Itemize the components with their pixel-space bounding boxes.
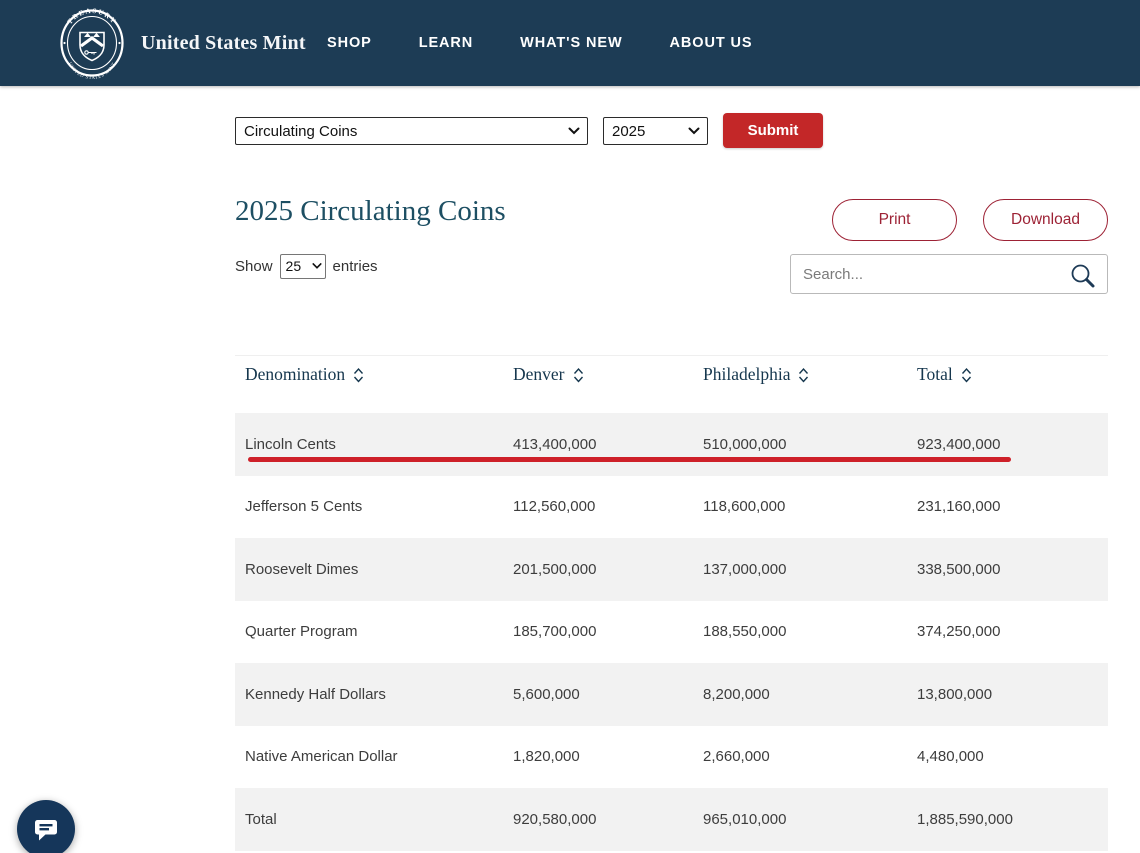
sort-icon <box>573 367 583 383</box>
table-row-lincoln-cents[interactable]: Lincoln Cents 413,400,000 510,000,000 92… <box>235 413 1108 476</box>
table-search <box>790 254 1108 294</box>
cell-denver: 201,500,000 <box>513 560 597 578</box>
cell-total: 338,500,000 <box>917 560 1001 578</box>
table-row-total: Total 920,580,000 965,010,000 1,885,590,… <box>235 788 1108 851</box>
cell-denver: 5,600,000 <box>513 685 580 703</box>
cell-denomination: Jefferson 5 Cents <box>245 498 363 516</box>
nav-item-about-us[interactable]: ABOUT US <box>669 35 753 51</box>
svg-text:UNITED STATES MINT: UNITED STATES MINT <box>68 61 117 79</box>
column-header-philadelphia[interactable]: Philadelphia <box>703 364 917 413</box>
cell-philadelphia: 965,010,000 <box>703 810 787 828</box>
cell-denver: 112,560,000 <box>513 498 596 516</box>
cell-total: 4,480,000 <box>917 748 984 766</box>
treasury-seal-logo[interactable]: TREASURY UNITED STATES MINT <box>58 7 126 79</box>
sort-icon <box>799 367 809 383</box>
nav-item-learn[interactable]: LEARN <box>418 35 474 51</box>
chat-button[interactable] <box>17 800 75 853</box>
sort-icon <box>961 367 971 383</box>
download-button[interactable]: Download <box>983 199 1108 241</box>
cell-denver: 920,580,000 <box>513 810 597 828</box>
cell-total: 1,885,590,000 <box>917 810 1013 828</box>
table-row-kennedy-half-dollars[interactable]: Kennedy Half Dollars 5,600,000 8,200,000… <box>235 663 1108 726</box>
cell-denver: 413,400,000 <box>513 435 597 453</box>
site-header: TREASURY UNITED STATES MINT United State… <box>0 0 1140 86</box>
show-entries-control: Show 25 entries <box>235 253 378 279</box>
table-row-quarter-program[interactable]: Quarter Program 185,700,000 188,550,000 … <box>235 600 1108 663</box>
search-icon[interactable] <box>1069 262 1096 289</box>
cell-denomination: Quarter Program <box>245 623 358 641</box>
cell-total: 13,800,000 <box>917 685 993 703</box>
nav-item-whats-new[interactable]: WHAT'S NEW <box>520 35 623 51</box>
year-select[interactable]: 2025 <box>603 117 708 145</box>
cell-philadelphia: 188,550,000 <box>703 623 787 641</box>
column-label: Denver <box>513 364 565 384</box>
table-row-roosevelt-dimes[interactable]: Roosevelt Dimes 201,500,000 137,000,000 … <box>235 538 1108 601</box>
sort-icon <box>354 367 364 383</box>
page-size-select-wrap: 25 <box>279 253 326 279</box>
active-row-underline <box>248 457 1011 462</box>
table-header-row: Denomination Denver Philadelphia <box>235 356 1108 413</box>
page-size-select[interactable]: 25 <box>279 253 326 279</box>
report-type-select[interactable]: Circulating Coins <box>235 117 588 145</box>
cell-philadelphia: 2,660,000 <box>703 748 770 766</box>
cell-philadelphia: 510,000,000 <box>703 435 787 453</box>
chat-bubble-icon <box>35 820 57 841</box>
main-nav: SHOP LEARN WHAT'S NEW ABOUT US <box>327 0 752 86</box>
table-row-jefferson-5-cents[interactable]: Jefferson 5 Cents 112,560,000 118,600,00… <box>235 475 1108 538</box>
cell-total: 231,160,000 <box>917 498 1001 516</box>
nav-item-shop[interactable]: SHOP <box>327 35 372 51</box>
column-header-denver[interactable]: Denver <box>513 364 703 413</box>
table-row-native-american-dollar[interactable]: Native American Dollar 1,820,000 2,660,0… <box>235 725 1108 788</box>
submit-button[interactable]: Submit <box>723 113 823 148</box>
cell-denomination: Native American Dollar <box>245 748 398 766</box>
circulating-coins-table: Denomination Denver Philadelphia <box>235 355 1108 851</box>
column-label: Philadelphia <box>703 364 791 384</box>
report-type-select-wrap: Circulating Coins <box>235 117 588 145</box>
cell-total: 374,250,000 <box>917 623 1001 641</box>
column-label: Denomination <box>245 364 346 384</box>
show-label: Show <box>235 257 273 275</box>
entries-label: entries <box>332 257 378 275</box>
cell-denver: 185,700,000 <box>513 623 597 641</box>
brand-wordmark[interactable]: United States Mint <box>141 31 306 54</box>
column-label: Total <box>917 364 953 384</box>
cell-denomination: Roosevelt Dimes <box>245 560 359 578</box>
cell-denomination: Lincoln Cents <box>245 435 336 453</box>
cell-denomination: Total <box>245 810 277 828</box>
year-select-wrap: 2025 <box>603 117 708 145</box>
column-header-total[interactable]: Total <box>917 364 1108 413</box>
cell-total: 923,400,000 <box>917 435 1001 453</box>
cell-denomination: Kennedy Half Dollars <box>245 685 386 703</box>
page-title: 2025 Circulating Coins <box>235 195 506 227</box>
cell-denver: 1,820,000 <box>513 748 580 766</box>
column-header-denomination[interactable]: Denomination <box>235 364 513 413</box>
cell-philadelphia: 118,600,000 <box>703 498 786 516</box>
print-button[interactable]: Print <box>832 199 957 241</box>
cell-philadelphia: 137,000,000 <box>703 560 787 578</box>
cell-philadelphia: 8,200,000 <box>703 685 770 703</box>
search-input[interactable] <box>791 255 1107 293</box>
